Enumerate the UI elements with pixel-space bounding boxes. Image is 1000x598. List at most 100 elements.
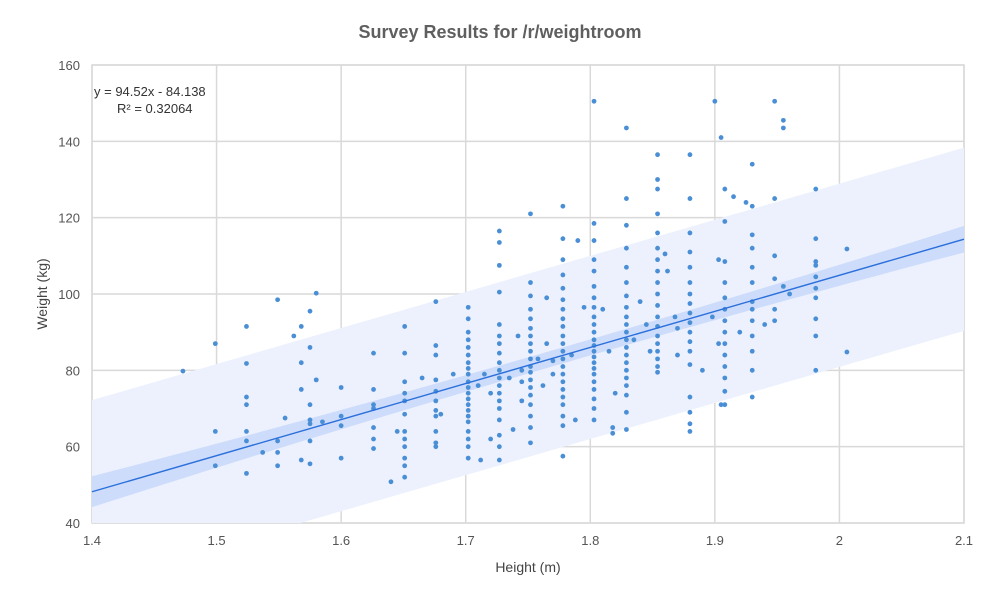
data-point (749, 280, 755, 285)
data-point (465, 360, 471, 366)
data-point (371, 446, 376, 451)
data-point (624, 293, 629, 299)
data-point (496, 444, 502, 450)
data-point (591, 257, 597, 263)
data-point (528, 211, 533, 217)
data-point (687, 421, 693, 427)
data-point (260, 449, 266, 455)
data-point (496, 240, 502, 245)
data-point (813, 285, 819, 291)
data-point (433, 440, 439, 446)
data-point (722, 352, 728, 358)
x-axis-ticks: 1.4 1.5 1.6 1.7 1.8 1.9 2 2.1 (83, 533, 973, 548)
trendline-r-squared: R² = 0.32064 (117, 101, 193, 116)
confidence-band (92, 225, 964, 508)
data-point (813, 367, 819, 373)
data-point (465, 436, 471, 442)
data-point (371, 402, 376, 408)
data-point (496, 350, 502, 356)
data-point (298, 387, 304, 392)
data-point (560, 394, 566, 400)
data-point (465, 429, 471, 434)
data-point (655, 364, 660, 369)
data-point (624, 427, 629, 432)
data-point (655, 245, 660, 251)
data-point (244, 394, 249, 400)
data-point (313, 290, 319, 296)
data-point (772, 253, 778, 259)
data-point (606, 348, 612, 354)
chart-title: Survey Results for /r/weightroom (358, 22, 641, 42)
data-point (465, 413, 471, 419)
data-point (655, 177, 660, 182)
data-point (320, 419, 325, 425)
data-point (591, 238, 597, 243)
data-point (722, 402, 728, 408)
data-point (560, 316, 566, 322)
data-point (307, 438, 313, 444)
data-point (591, 220, 597, 226)
x-tick-label: 1.9 (706, 533, 724, 548)
data-point (496, 457, 502, 463)
data-point (813, 186, 819, 192)
data-point (544, 341, 550, 347)
data-point (307, 461, 313, 467)
data-point (722, 219, 728, 224)
data-point (581, 304, 587, 310)
data-point (637, 299, 643, 305)
data-point (496, 333, 502, 339)
x-tick-label: 1.4 (83, 533, 101, 548)
data-point (665, 268, 670, 274)
data-point (212, 429, 218, 434)
data-point (465, 345, 471, 350)
data-point (687, 348, 693, 354)
data-point (749, 306, 755, 312)
data-point (655, 291, 660, 297)
data-point (672, 314, 678, 320)
data-point (591, 348, 597, 354)
data-point (772, 196, 778, 201)
data-point (560, 402, 566, 408)
data-point (338, 455, 344, 461)
data-point (465, 455, 471, 461)
y-tick-label: 140 (58, 134, 80, 149)
data-point (772, 306, 778, 312)
data-point (655, 268, 660, 274)
data-point (687, 280, 693, 285)
data-point (402, 444, 408, 450)
data-point (402, 474, 408, 480)
y-tick-label: 40 (66, 516, 80, 531)
data-point (718, 135, 724, 140)
data-point (488, 436, 494, 442)
data-point (624, 222, 629, 228)
y-axis-ticks: 40 60 80 100 120 140 160 (58, 58, 80, 531)
data-point (591, 98, 597, 104)
data-point (610, 430, 616, 436)
data-point (624, 360, 629, 366)
data-point (749, 367, 755, 373)
data-point (655, 369, 660, 375)
data-point (712, 98, 718, 104)
data-point (655, 348, 660, 354)
data-point (560, 371, 566, 377)
data-point (610, 425, 616, 430)
data-point (655, 303, 660, 308)
data-point (655, 152, 660, 158)
data-point (631, 337, 637, 343)
data-point (433, 299, 439, 305)
data-point (535, 356, 541, 362)
data-point (560, 285, 566, 291)
data-point (519, 379, 525, 385)
data-point (749, 245, 755, 251)
data-point (388, 479, 394, 485)
data-point (687, 394, 693, 400)
data-point (307, 345, 313, 350)
data-point (749, 318, 755, 324)
data-point (275, 297, 281, 303)
data-point (496, 360, 502, 366)
data-point (244, 429, 249, 434)
data-point (465, 419, 471, 425)
data-point (591, 337, 597, 343)
data-point (465, 329, 471, 335)
